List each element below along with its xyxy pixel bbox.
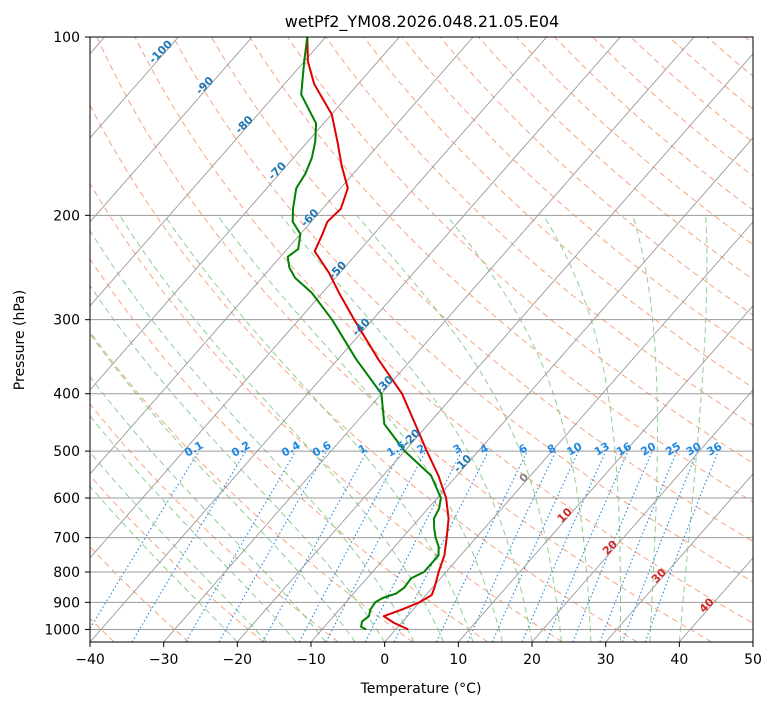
isobars <box>90 37 753 630</box>
dry-adiabat-line <box>90 403 339 642</box>
moist-adiabat-line <box>90 375 327 642</box>
y-tick-label: 800 <box>53 565 80 581</box>
dry-adiabat-line <box>90 182 563 642</box>
dry-adiabat-line <box>172 37 753 583</box>
isotherm-line <box>90 37 548 559</box>
mixing-ratio-line <box>218 450 328 642</box>
y-tick-label: 600 <box>53 491 80 507</box>
y-tick-label: 200 <box>53 208 80 224</box>
x-tick-label: −20 <box>223 652 253 668</box>
profile-lines <box>286 37 450 631</box>
isotherm-line <box>605 473 753 642</box>
moist-adiabat-line <box>164 215 474 642</box>
mixing-ratio-line <box>521 450 607 642</box>
moist-adiabat-line <box>356 214 562 642</box>
dry-adiabat-line <box>287 37 753 464</box>
mixing-ratio-line <box>572 450 653 642</box>
dry-adiabat-line <box>90 103 638 642</box>
dry-adiabat-line <box>90 546 190 642</box>
moist-adiabat-line <box>543 215 621 642</box>
chart-title: wetPf2_YM08.2026.048.21.05.E04 <box>285 12 559 32</box>
x-tick-label: 0 <box>380 652 389 668</box>
moist-adiabat-line <box>90 284 386 642</box>
moist-adiabat-line <box>678 215 708 642</box>
moist-adiabats <box>90 214 708 642</box>
isotherm-line <box>310 137 753 642</box>
x-axis-label: Temperature (°C) <box>360 681 482 697</box>
mixing-ratio-line <box>298 450 402 642</box>
plot-frame <box>89 36 754 643</box>
y-tick-label: 300 <box>53 313 80 329</box>
dry-adiabat-line <box>439 37 753 316</box>
moist-adiabat-line <box>119 215 445 642</box>
x-tick-label: 50 <box>744 652 762 668</box>
isotherm-line <box>236 53 753 642</box>
y-tick-label: 700 <box>53 531 80 547</box>
moist-adiabat-line <box>90 451 268 642</box>
isotherms <box>90 37 753 642</box>
dry-adiabat-line <box>96 37 712 642</box>
mixing-ratio-line <box>599 450 678 642</box>
x-tick-label: 40 <box>670 652 688 668</box>
dry-adiabat-line <box>90 474 264 642</box>
isotherm-line <box>457 305 753 642</box>
isotherm-line <box>90 37 400 391</box>
moist-adiabat-line <box>90 485 238 642</box>
x-tick-label: 20 <box>523 652 541 668</box>
dry-adiabats <box>90 37 753 642</box>
y-tick-label: 400 <box>53 387 80 403</box>
x-tick-label: −30 <box>149 652 179 668</box>
y-tick-label: 900 <box>53 595 80 611</box>
dry-adiabat-line <box>90 258 488 642</box>
x-tick-label: 10 <box>449 652 467 668</box>
isotherm-line <box>90 37 474 475</box>
y-axis-ticks: 100 200 300 400 500 600 700 800 900 1000 <box>44 30 90 638</box>
y-tick-label: 100 <box>53 30 80 46</box>
x-axis-ticks: −40 −30 −20 −10 0 10 20 30 40 50 <box>75 642 762 668</box>
series-temperature-line <box>306 37 450 631</box>
dry-adiabat-line <box>248 37 753 503</box>
series-dewpoint-line <box>286 37 442 631</box>
x-tick-label: −10 <box>296 652 326 668</box>
dry-adiabat-line <box>134 37 753 624</box>
mixing-ratio-line <box>621 450 699 642</box>
isotherm-line <box>90 37 327 307</box>
mixing-ratio-line <box>545 450 629 642</box>
isotherm-line <box>90 37 253 223</box>
isotherm-line <box>384 221 753 642</box>
moist-adiabat-line <box>90 415 297 642</box>
moist-adiabat-line <box>280 214 533 642</box>
x-tick-label: 30 <box>597 652 615 668</box>
moist-adiabat-line <box>90 332 356 642</box>
y-tick-label: 1000 <box>44 622 80 638</box>
plot-area: -100-90-80-70-60-50-40-30-20-100.1 0.2 0.4… <box>90 37 753 642</box>
mixing-ratio-line <box>90 450 200 630</box>
dry-adiabat-line <box>210 37 753 543</box>
y-axis-label: Pressure (hPa) <box>12 290 28 390</box>
mixing-ratio-line <box>393 450 489 642</box>
isotherm-line <box>531 389 753 642</box>
x-tick-label: −40 <box>75 652 105 668</box>
moist-adiabat-line <box>90 229 415 642</box>
isotherm-line <box>163 37 695 642</box>
y-tick-label: 500 <box>53 444 80 460</box>
moist-adiabat-line <box>632 215 659 642</box>
mixing-ratio-line <box>262 450 368 642</box>
isotherm-line <box>90 37 621 642</box>
mixing-ratio-line <box>644 450 719 642</box>
moist-adiabat-line <box>217 215 503 642</box>
